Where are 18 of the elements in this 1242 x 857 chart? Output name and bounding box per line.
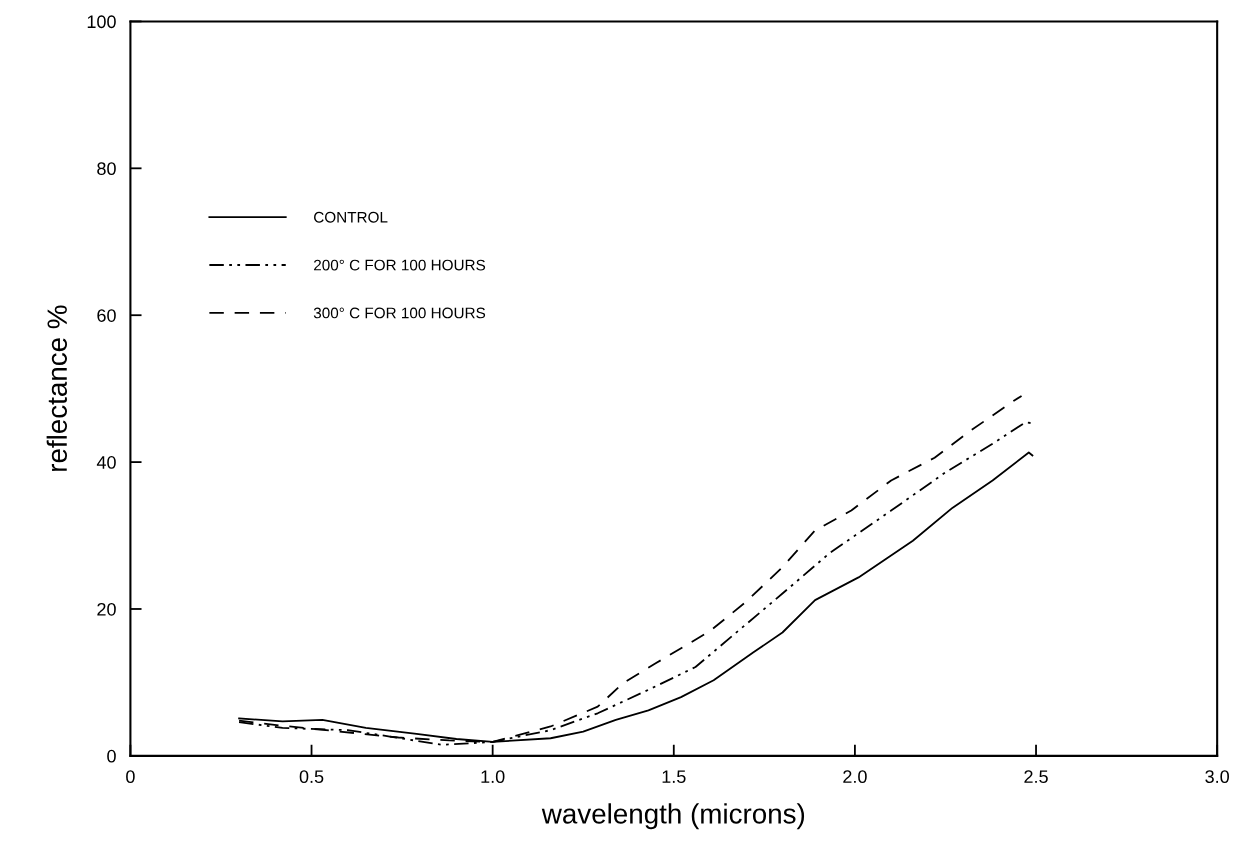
x-tick-label: 1.5 <box>662 770 686 784</box>
legend-label: 300° C FOR 100 HOURS <box>313 307 486 319</box>
y-tick-label: 40 <box>96 456 116 469</box>
y-tick-label: 20 <box>97 602 116 616</box>
y-axis-title: reflectance % <box>46 305 68 471</box>
y-tick-label: 80 <box>97 162 116 176</box>
x-tick-label: 1.0 <box>481 770 505 784</box>
y-tick-label: 0 <box>107 749 116 763</box>
x-tick-label: 3.0 <box>1205 770 1229 784</box>
legend-label: 200° C FOR 100 HOURS <box>314 259 486 271</box>
y-tick-label: 100 <box>87 15 116 29</box>
x-tick-label: 2.0 <box>843 770 867 784</box>
x-tick-label: 0 <box>126 770 135 784</box>
x-tick-label: 2.5 <box>1024 770 1048 784</box>
x-tick-label: 0.5 <box>299 770 324 784</box>
y-tick-label: 60 <box>97 309 116 322</box>
legend-label: CONTROL <box>314 211 388 223</box>
x-axis-title: wavelength (microns) <box>541 803 805 830</box>
